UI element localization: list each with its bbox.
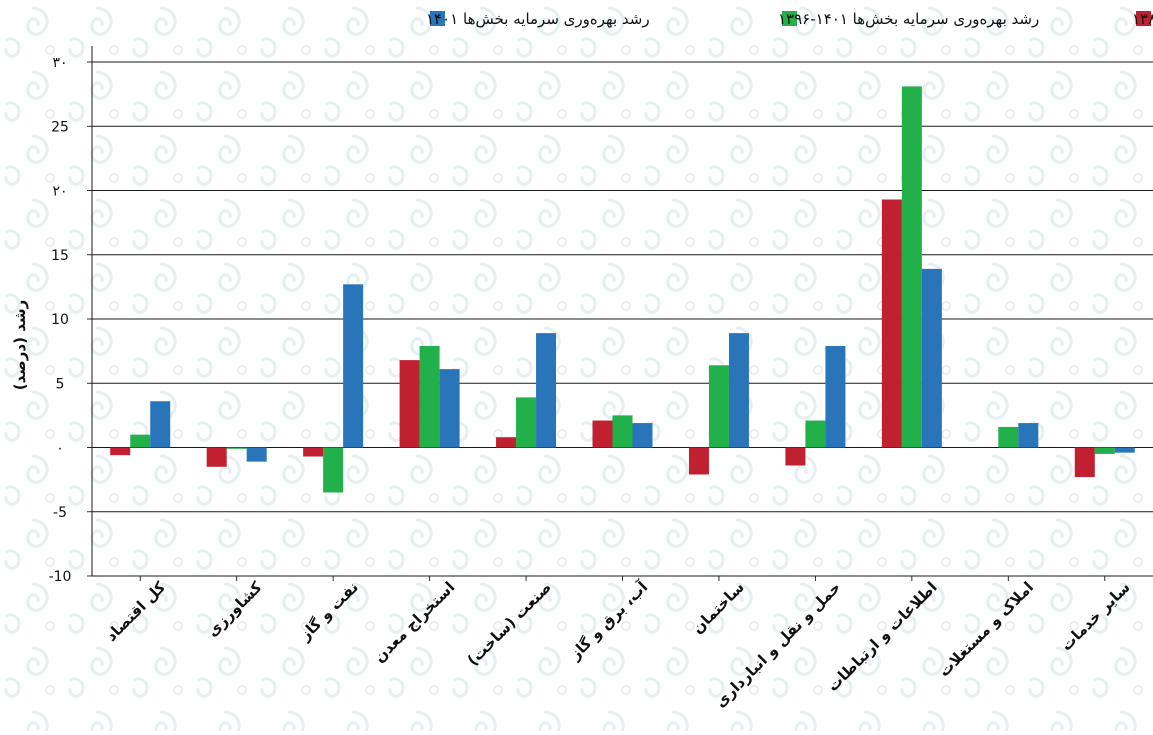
bar [536,333,557,448]
bar [1018,423,1039,448]
legend-label: رشد بهره‌وری سرمایه بخش‌ها ۱۴۰۱-۱۳۹۶ [778,10,1039,28]
bar [1094,447,1115,454]
y-tick-label: -10 [49,569,72,585]
bar [612,415,633,448]
y-tick-label: ۳۰ [52,55,67,71]
legend-swatch [1136,11,1151,26]
y-axis-title: رشد (درصد) [11,300,29,390]
legend: رشد بهره‌وری سرمایه بخش‌ها ۱۴۰۱-۱۳۸۴ رشد … [426,10,1153,28]
bar [150,401,171,448]
y-tick-label: ۰ [56,441,64,457]
bar [496,437,517,448]
bar [110,447,131,456]
bar [439,369,460,448]
bar [303,447,324,457]
bar [516,397,537,448]
y-tick-label: 25 [51,119,69,135]
bar [901,86,922,448]
bar [1114,447,1135,453]
y-tick-label: 15 [51,248,69,264]
bar [785,447,806,466]
bars [110,86,1135,493]
legend-label: رشد بهره‌وری سرمایه بخش‌ها ۱۴۰۱ [426,10,650,28]
bar [323,447,344,493]
bar [399,360,420,448]
bar [632,423,653,448]
bar [708,365,729,448]
legend-label: رشد بهره‌وری سرمایه بخش‌ها ۱۴۰۱-۱۳۸۴ [1132,10,1153,28]
bar [206,447,227,467]
bar [343,284,364,448]
bar [419,345,440,448]
bar [688,447,709,475]
legend-swatch [430,11,445,26]
y-tick-label: ۲۰ [52,184,67,200]
bar [825,345,846,448]
bar [130,434,151,448]
bar [998,426,1019,448]
bar [805,420,826,448]
legend-swatch [782,11,797,26]
bar [246,447,267,462]
bar [592,420,613,448]
bar [728,333,749,448]
bar [921,268,942,448]
bar [881,199,902,448]
bar [1074,447,1095,478]
bar [226,447,247,449]
y-tick-label: -5 [53,505,67,521]
y-tick-labels: ۳۰ 25 ۲۰ 15 10 5 ۰ -5 -10 [49,55,72,585]
y-tick-label: 5 [56,376,65,392]
y-tick-label: 10 [51,312,69,328]
